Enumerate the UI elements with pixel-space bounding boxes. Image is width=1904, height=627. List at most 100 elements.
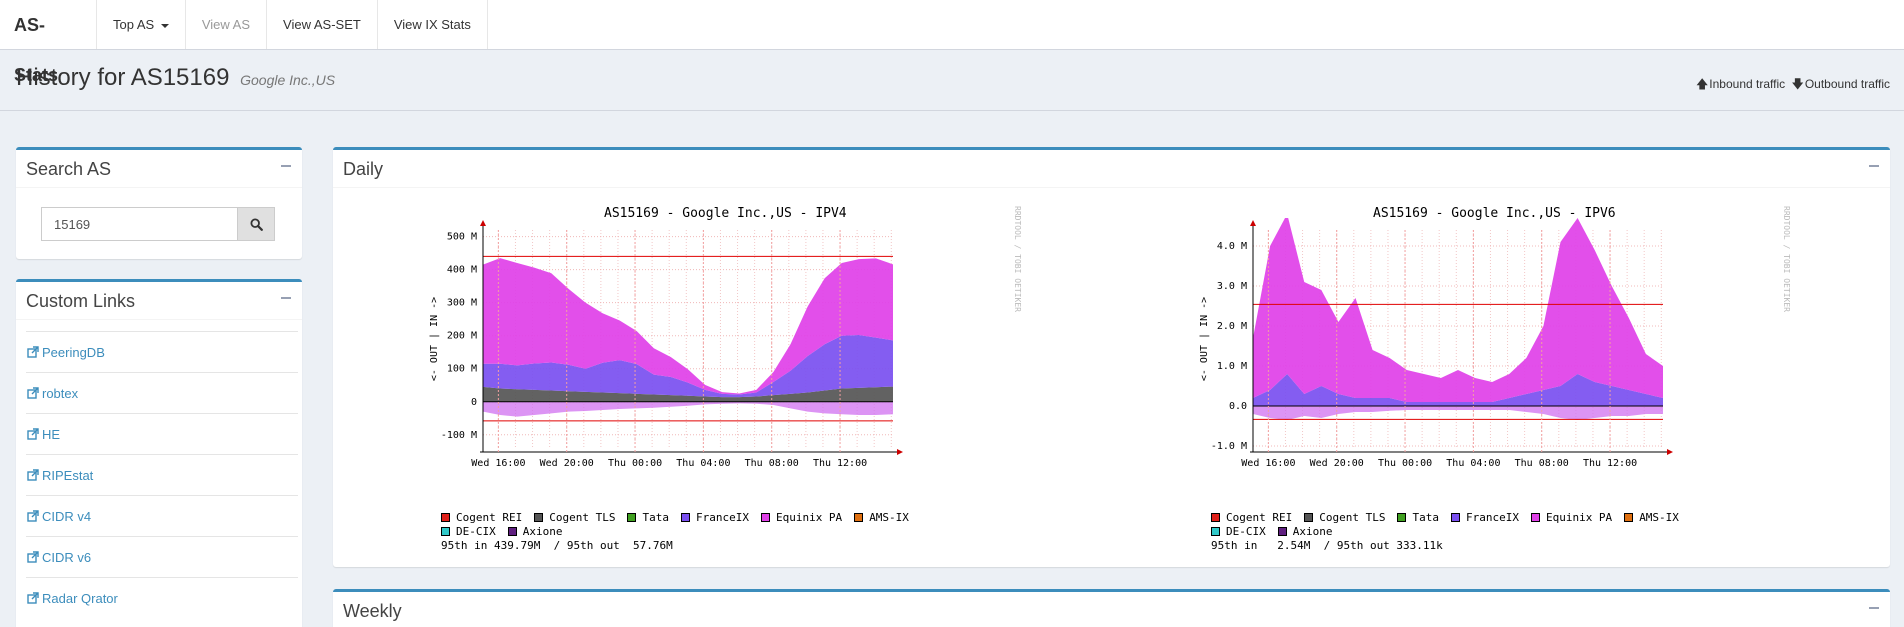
arrow-up-icon: 🡅	[1695, 77, 1709, 91]
graph-watermark: RRDTOOL / TOBI OETIKER	[1013, 206, 1022, 312]
brand-logo[interactable]: AS-Stats	[14, 15, 59, 85]
daily-header: Daily	[333, 150, 1890, 188]
ipv6-legend-row-1: Cogent REI Cogent TLS Tata FranceIX Equinix …	[1211, 511, 1691, 524]
nav-top-as[interactable]: Top AS	[96, 0, 185, 49]
y-axis-label: <- OUT | IN ->	[1199, 297, 1210, 381]
y-axis-label: <- OUT | IN ->	[429, 297, 440, 381]
x-axis-arrow	[1667, 449, 1673, 455]
legend-swatch	[507, 527, 517, 536]
legend-item: Tata	[1397, 511, 1439, 524]
x-tick-label: Thu 08:00	[745, 458, 799, 469]
legend-item: FranceIX	[680, 511, 749, 524]
nav-view-as[interactable]: View AS	[184, 0, 266, 49]
legend-label: FranceIX	[1465, 511, 1519, 524]
external-link-icon	[27, 592, 39, 604]
y-axis-arrow	[480, 220, 486, 226]
ipv4-95th-stats: 95th in 439.79M / 95th out 57.76M	[441, 539, 673, 552]
daily-box: Daily AS15169 - Google Inc.,US - IPV4 RR…	[333, 147, 1890, 567]
custom-link-item[interactable]: HE	[26, 413, 298, 454]
legend-swatch	[1277, 527, 1287, 536]
custom-link-label: HE	[42, 426, 61, 442]
weekly-box: Weekly	[333, 589, 1890, 627]
custom-link-label: robtex	[42, 385, 79, 401]
ipv6-graph-title: AS15169 - Google Inc.,US - IPV6	[1373, 206, 1616, 221]
collapse-icon[interactable]	[1868, 598, 1880, 618]
legend-swatch	[534, 513, 544, 522]
area-series-in	[483, 386, 893, 402]
legend-label: Equinix PA	[775, 511, 843, 524]
search-as-box: Search AS 15169	[16, 147, 302, 259]
legend-label: AMS-IX	[1639, 511, 1679, 524]
ipv4-traffic-graph: 500 M 400 M 300 M 200 M 100 M 0 -100 M Wed 16:0…	[429, 220, 903, 469]
legend-label: Axione	[1292, 525, 1333, 538]
legend-label: Cogent REI	[1226, 511, 1293, 524]
collapse-icon[interactable]	[280, 156, 292, 176]
legend-label: DE-CIX	[1226, 525, 1266, 538]
legend-item: Cogent TLS	[534, 511, 615, 524]
x-axis-arrow	[897, 449, 903, 455]
search-as-title: Search AS	[26, 159, 112, 179]
legend-item: Cogent TLS	[1304, 511, 1385, 524]
legend-label: Axione	[522, 525, 563, 538]
legend-swatch	[680, 513, 690, 522]
custom-links-header: Custom Links	[16, 282, 302, 320]
search-form: 15169	[41, 207, 275, 241]
legend-label: AMS-IX	[869, 511, 909, 524]
legend-swatch	[441, 513, 450, 522]
y-tick-label: 300 M	[447, 298, 477, 309]
legend-item: AMS-IX	[1624, 511, 1679, 524]
custom-link-item[interactable]: PeeringDB	[26, 331, 298, 372]
custom-link-item[interactable]: CIDR v4	[26, 495, 298, 536]
y-tick-label: 0	[471, 397, 477, 408]
nav-top-as-label: Top AS	[113, 17, 155, 32]
collapse-icon[interactable]	[280, 288, 292, 308]
legend-item: DE-CIX	[1211, 525, 1266, 538]
x-tick-label: Thu 00:00	[608, 458, 662, 469]
custom-links-box: Custom Links PeeringDB robtex HE RIPEstat CI…	[16, 279, 302, 627]
legend-swatch	[760, 513, 770, 522]
area-series-in	[1253, 218, 1663, 402]
nav-view-as-set[interactable]: View AS-SET	[266, 0, 377, 49]
external-link-icon	[27, 510, 39, 522]
top-navbar: AS-Stats Top AS View AS View AS-SET View…	[0, 0, 1904, 85]
custom-link-item[interactable]: robtex	[26, 372, 298, 413]
nav-view-ix-stats[interactable]: View IX Stats	[376, 0, 488, 49]
y-tick-label: 400 M	[447, 265, 477, 276]
search-button[interactable]	[237, 207, 275, 241]
collapse-icon[interactable]	[1868, 156, 1880, 176]
y-tick-label: -1.0 M	[1211, 441, 1247, 452]
legend-label: Tata	[642, 511, 669, 524]
search-as-input[interactable]: 15169	[41, 207, 237, 241]
legend-swatch	[1530, 513, 1540, 522]
external-link-icon	[27, 346, 39, 358]
x-tick-label: Wed 20:00	[1310, 458, 1364, 469]
x-tick-label: Thu 00:00	[1378, 458, 1432, 469]
external-link-icon	[27, 387, 39, 399]
weekly-header: Weekly	[333, 592, 1890, 627]
legend-swatch	[1450, 513, 1460, 522]
custom-link-label: Radar Qrator	[42, 590, 118, 606]
y-tick-label: 4.0 M	[1217, 241, 1247, 252]
y-axis-arrow	[1250, 220, 1256, 226]
custom-link-item[interactable]: CIDR v6	[26, 536, 298, 577]
custom-link-item[interactable]: RIPEstat	[26, 454, 298, 495]
legend-swatch	[1211, 527, 1220, 536]
external-link-icon	[27, 551, 39, 563]
legend-label: Equinix PA	[1545, 511, 1613, 524]
caret-down-icon	[160, 23, 169, 28]
ipv4-legend-row-2: DE-CIX Axione	[441, 525, 575, 538]
legend-swatch	[1304, 513, 1314, 522]
search-icon	[249, 217, 263, 231]
custom-link-item[interactable]: Radar Qrator	[26, 577, 298, 618]
area-series-out	[1253, 406, 1663, 420]
x-tick-label: Wed 16:00	[471, 458, 525, 469]
custom-link-label: RIPEstat	[42, 467, 94, 483]
x-tick-label: Thu 08:00	[1515, 458, 1569, 469]
legend-item: Equinix PA	[1530, 511, 1613, 524]
external-link-icon	[27, 469, 39, 481]
legend-item: Equinix PA	[760, 511, 843, 524]
inbound-label: Inbound traffic	[1709, 77, 1786, 91]
legend-label: Tata	[1412, 511, 1439, 524]
daily-title: Daily	[343, 159, 384, 179]
x-tick-label: Wed 16:00	[1241, 458, 1295, 469]
